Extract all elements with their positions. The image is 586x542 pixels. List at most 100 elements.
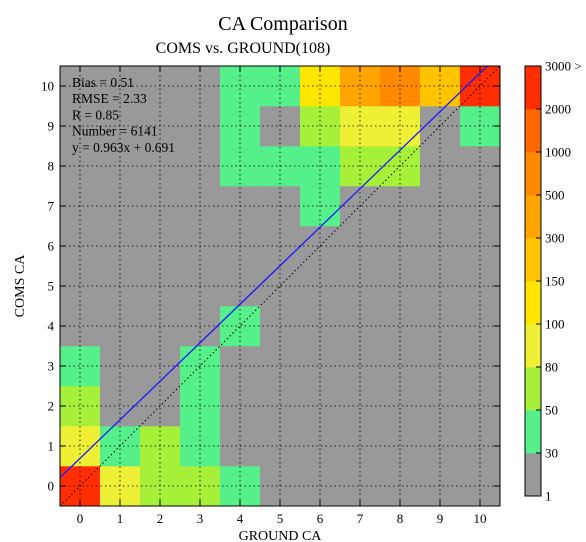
heatmap-cell	[380, 426, 421, 467]
heatmap-cell	[60, 106, 101, 147]
heatmap-cell	[380, 266, 421, 307]
colorbar-label: 150	[545, 274, 565, 289]
heatmap-cell	[100, 66, 141, 107]
heatmap-cell	[380, 66, 421, 107]
chart-subtitle: COMS vs. GROUND(108)	[156, 40, 331, 57]
colorbar-label: 300	[545, 231, 565, 246]
heatmap-cell	[60, 386, 101, 427]
heatmap-cell	[260, 466, 301, 507]
colorbar-segment	[525, 324, 541, 368]
heatmap-cell	[420, 306, 461, 347]
colorbar-segment	[525, 109, 541, 153]
heatmap-cell	[420, 346, 461, 387]
heatmap-cell	[300, 306, 341, 347]
x-tick-label: 10	[474, 511, 487, 526]
heatmap-cell	[340, 266, 381, 307]
heatmap-cell	[460, 346, 501, 387]
colorbar: 1 30 50 80 100 150 300 500 1000 2000 3000 >	[524, 59, 582, 504]
x-tick-label: 9	[437, 511, 444, 526]
heatmap-cell	[260, 386, 301, 427]
x-tick-label: 2	[157, 511, 164, 526]
heatmap-cell	[100, 306, 141, 347]
heatmap-cell	[260, 426, 301, 467]
x-tick-label: 8	[397, 511, 404, 526]
x-tick-label: 6	[317, 511, 324, 526]
x-tick-label: 3	[197, 511, 204, 526]
x-tick-label: 5	[277, 511, 284, 526]
heatmap-cell	[60, 306, 101, 347]
heatmap-cell	[340, 466, 381, 507]
heatmap-cell	[300, 466, 341, 507]
heatmap-cell	[460, 426, 501, 467]
heatmap-cell	[460, 386, 501, 427]
heatmap-cell	[380, 106, 421, 147]
colorbar-label: 1	[545, 489, 552, 504]
stats-line: R = 0.85	[72, 107, 119, 122]
colorbar-segment	[525, 152, 541, 196]
y-tick-label: 6	[48, 239, 55, 254]
heatmap-cell	[60, 66, 101, 107]
y-axis-label: COMS CA	[13, 254, 28, 318]
heatmap-cell	[420, 466, 461, 507]
axis-ticks: 0 1 2 3 4 5 6 7 8 9 10 0 1 2 3 4 5 6 7 8 9 10	[41, 66, 500, 526]
heatmap-cell	[300, 426, 341, 467]
heatmap-cell	[300, 346, 341, 387]
heatmap-cell	[260, 346, 301, 387]
heatmap-cell	[100, 346, 141, 387]
heatmap-cell	[340, 306, 381, 347]
colorbar-segment	[525, 66, 541, 110]
heatmap-cell	[420, 386, 461, 427]
heatmap-cell	[260, 106, 301, 147]
heatmap-cell	[340, 386, 381, 427]
heatmap-cell	[420, 426, 461, 467]
y-tick-label: 3	[48, 359, 55, 374]
y-tick-label: 2	[48, 399, 55, 414]
x-tick-label: 0	[77, 511, 84, 526]
colorbar-label: 30	[545, 446, 558, 461]
x-tick-label: 1	[117, 511, 124, 526]
y-tick-label: 7	[48, 199, 55, 214]
heatmap-cell	[420, 266, 461, 307]
heatmap-cell	[340, 66, 381, 107]
heatmap-cell	[380, 346, 421, 387]
colorbar-label: 3000 >	[545, 59, 582, 74]
y-tick-label: 9	[48, 119, 55, 134]
x-tick-label: 4	[237, 511, 244, 526]
heatmap-cell	[100, 266, 141, 307]
stats-line: y = 0.963x + 0.691	[72, 140, 175, 155]
heatmap-cell	[300, 386, 341, 427]
colorbar-label: 1000	[545, 145, 571, 160]
colorbar-label: 80	[545, 360, 558, 375]
x-axis-label: GROUND CA	[239, 529, 323, 542]
stats-line: Number = 6141	[72, 124, 158, 139]
y-tick-label: 0	[48, 479, 55, 494]
y-tick-label: 4	[48, 319, 55, 334]
colorbar-segment	[525, 453, 541, 497]
colorbar-segment	[525, 410, 541, 454]
heatmap-cell	[260, 66, 301, 107]
heatmap-cell	[60, 266, 101, 307]
heatmap-cell	[100, 106, 141, 147]
heatmap-cell	[420, 66, 461, 107]
heatmap-cell	[260, 306, 301, 347]
plot-grid	[60, 66, 500, 506]
y-tick-label: 8	[48, 159, 55, 174]
x-tick-label: 7	[357, 511, 364, 526]
heatmap-cell	[460, 466, 501, 507]
heatmap-cell	[60, 346, 101, 387]
y-tick-label: 1	[48, 439, 55, 454]
heatmap-cell	[460, 266, 501, 307]
colorbar-label: 500	[545, 188, 565, 203]
y-tick-label: 10	[41, 79, 54, 94]
y-tick-label: 5	[48, 279, 55, 294]
heatmap-cell	[340, 106, 381, 147]
colorbar-segment	[525, 195, 541, 239]
colorbar-segment	[525, 238, 541, 282]
heatmap-cell	[380, 306, 421, 347]
colorbar-segment	[525, 281, 541, 325]
heatmap-cell	[300, 106, 341, 147]
heatmap-cell	[340, 346, 381, 387]
heatmap-cell	[300, 266, 341, 307]
